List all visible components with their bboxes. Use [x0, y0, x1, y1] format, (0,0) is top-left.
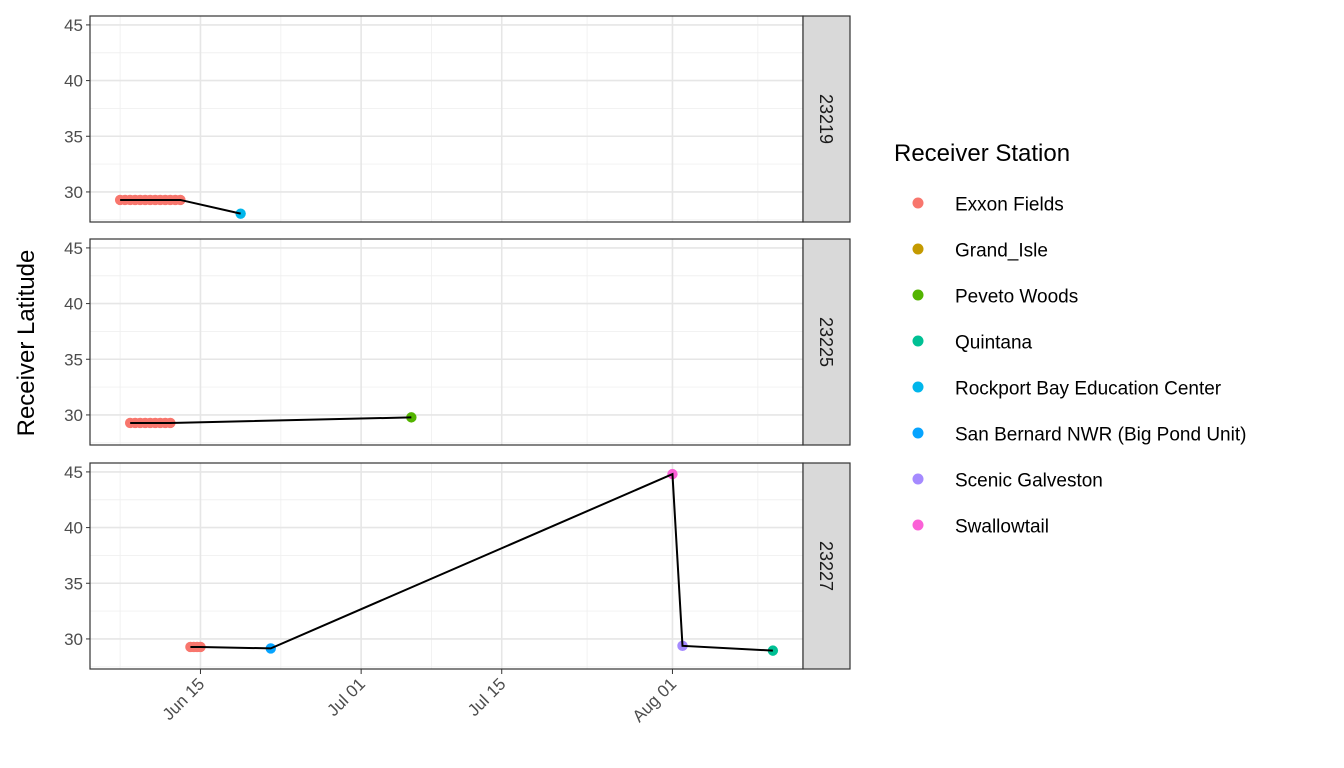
facet-panel-23225: 30 35 40 45 23225 [64, 238, 851, 446]
x-axis: Jun 15 Jul 01 Jul 15 Aug 01 [159, 669, 681, 726]
facet-strip [802, 15, 851, 223]
legend: Receiver Station Exxon Fields Grand_Isle P… [894, 140, 1246, 538]
track-line [130, 416, 412, 424]
legend-label: Grand_Isle [955, 241, 1048, 262]
y-tick-label: 35 [64, 350, 83, 369]
facet-strip [802, 238, 851, 446]
legend-label: Peveto Woods [955, 287, 1078, 308]
panel-background [90, 239, 803, 445]
panel-background [90, 463, 803, 669]
legend-key [912, 197, 924, 209]
legend-label: Quintana [955, 333, 1033, 354]
y-tick-label: 35 [64, 127, 83, 146]
legend-label: Swallowtail [955, 517, 1049, 538]
y-tick-label: 40 [64, 72, 83, 91]
facet-strip-label: 23227 [816, 541, 836, 591]
legend-key [912, 473, 924, 485]
data-point [235, 208, 246, 219]
y-tick-label: 40 [64, 295, 83, 314]
facet-strip-label: 23225 [816, 317, 836, 367]
x-tick-label: Aug 01 [629, 674, 681, 726]
y-tick-label: 30 [64, 183, 83, 202]
x-tick-label: Jun 15 [159, 674, 209, 724]
legend-label: Exxon Fields [955, 195, 1064, 216]
legend-key [912, 381, 924, 393]
y-tick-label: 45 [64, 239, 83, 258]
legend-key [912, 335, 924, 347]
y-axis-title: Receiver Latitude [13, 250, 40, 437]
x-tick-label: Jul 15 [464, 674, 510, 720]
y-tick-label: 45 [64, 463, 83, 482]
data-point [767, 645, 779, 656]
legend-key [912, 289, 924, 301]
legend-key [912, 427, 924, 439]
legend-key [912, 519, 924, 531]
legend-key [912, 243, 924, 255]
legend-label: San Bernard NWR (Big Pond Unit) [955, 425, 1246, 446]
data-point [406, 412, 417, 423]
panel-background [90, 16, 803, 222]
track-line [190, 472, 773, 652]
facet-panel-23219: 30 35 40 45 23219 [64, 15, 851, 223]
facet-strip-label: 23219 [816, 94, 836, 144]
legend-items: Exxon Fields Grand_Isle Peveto Woods Quinta… [912, 195, 1246, 538]
y-tick-label: 35 [64, 574, 83, 593]
track-line [120, 198, 241, 215]
legend-title: Receiver Station [894, 140, 1070, 167]
facet-panels: 30 35 40 45 23219 30 35 40 45 23225 30 35 40 45 23227 [64, 15, 851, 670]
x-tick-label: Jul 01 [323, 674, 369, 720]
facet-strip [802, 462, 851, 670]
facet-panel-23227: 30 35 40 45 23227 [64, 462, 851, 670]
y-tick-label: 40 [64, 519, 83, 538]
legend-label: Scenic Galveston [955, 471, 1103, 492]
legend-label: Rockport Bay Education Center [955, 379, 1222, 400]
y-tick-label: 30 [64, 630, 83, 649]
y-tick-label: 45 [64, 16, 83, 35]
y-tick-label: 30 [64, 406, 83, 425]
